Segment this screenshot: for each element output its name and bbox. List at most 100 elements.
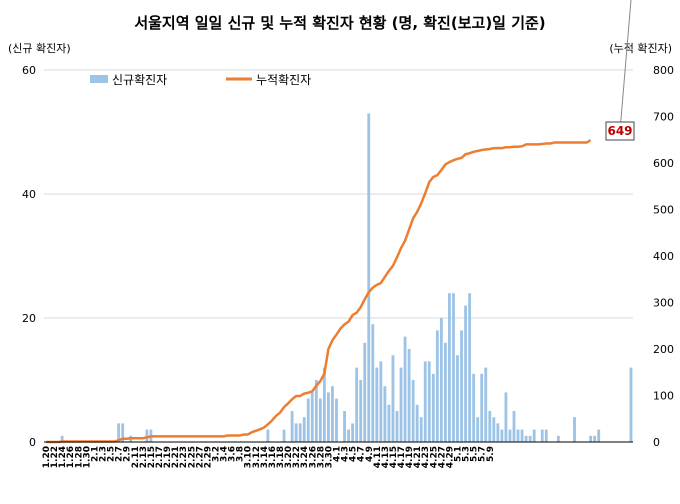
bar <box>121 423 125 442</box>
callout-leader-line <box>619 0 632 132</box>
bar <box>456 355 459 442</box>
x-tick-label: 5.5 <box>470 446 480 462</box>
y-left-tick-label: 20 <box>22 312 36 325</box>
y-axis-right-label: (누적 확진자) <box>609 42 672 55</box>
bar <box>395 411 399 442</box>
y-axis-left-label: (신규 확진자) <box>8 42 71 55</box>
bar <box>573 417 576 442</box>
bar <box>375 367 379 442</box>
x-tick-label: 3.26 <box>308 446 318 468</box>
bar <box>355 367 359 442</box>
bar <box>415 404 419 442</box>
x-tick-label: 4.23 <box>421 446 431 468</box>
bar-series <box>60 113 633 443</box>
bar <box>476 417 480 442</box>
bar <box>524 435 528 442</box>
y-right-tick-label: 0 <box>653 436 660 449</box>
bar <box>431 373 435 442</box>
cumulative-line <box>46 139 592 444</box>
bar <box>500 429 504 442</box>
bar <box>411 380 415 442</box>
x-tick-label: 4.29 <box>445 446 455 468</box>
x-tick-label: 4.25 <box>429 446 439 468</box>
x-tick-label: 1.22 <box>50 446 60 468</box>
x-tick-label: 4.3 <box>341 446 351 462</box>
x-tick-label: 2.11 <box>131 446 141 468</box>
x-tick-label: 5.9 <box>486 446 496 462</box>
bar <box>464 305 467 442</box>
x-tick-label: 2.7 <box>115 446 125 462</box>
bar <box>589 435 593 442</box>
legend: 신규확진자 누적확진자 <box>90 73 311 87</box>
x-tick-label: 2.29 <box>203 446 213 468</box>
x-tick-label: 2.23 <box>179 446 189 468</box>
callout-value-label: 649 <box>607 124 632 138</box>
end-value-callout: 649 <box>605 0 635 141</box>
chart-title: 서울지역 일일 신규 및 누적 확진자 현황 (명, 확진(보고)일 기준) <box>134 14 545 32</box>
legend-label-new-cases: 신규확진자 <box>112 73 167 87</box>
bar <box>351 423 355 442</box>
bar <box>544 429 548 442</box>
x-tick-label: 3.4 <box>220 446 230 462</box>
bar <box>306 398 310 442</box>
legend-swatch-new-cases <box>90 75 108 83</box>
bar <box>371 324 375 442</box>
x-axis-ticks: 1.201.221.241.261.281.302.12.32.52.72.92… <box>42 446 496 468</box>
x-tick-label: 2.5 <box>107 446 117 462</box>
x-tick-label: 5.7 <box>478 446 488 462</box>
x-tick-label: 3.12 <box>252 446 262 468</box>
bar <box>387 404 391 442</box>
x-tick-label: 1.28 <box>74 446 84 468</box>
bar <box>472 373 476 442</box>
bar <box>343 411 346 442</box>
x-tick-label: 4.7 <box>357 446 367 462</box>
callout-box <box>605 121 635 141</box>
x-tick-label: 2.17 <box>155 446 165 468</box>
bar <box>331 386 334 442</box>
x-tick-label: 2.27 <box>195 446 205 468</box>
bar <box>347 429 350 442</box>
x-tick-label: 3.24 <box>300 446 310 468</box>
bar <box>407 349 411 442</box>
bar <box>492 417 496 442</box>
bar <box>443 342 447 442</box>
bar <box>593 435 597 442</box>
bar <box>383 386 387 442</box>
y-right-tick-label: 700 <box>653 111 674 124</box>
bar <box>504 392 508 442</box>
x-tick-label: 3.28 <box>316 446 326 468</box>
bar <box>556 435 560 442</box>
bar <box>480 373 484 442</box>
x-tick-label: 2.1 <box>90 446 100 462</box>
y-right-tick-label: 600 <box>653 157 674 170</box>
x-tick-label: 4.27 <box>437 446 447 468</box>
y-right-tick-label: 800 <box>653 64 674 77</box>
x-tick-label: 2.3 <box>98 446 108 462</box>
x-tick-label: 3.6 <box>228 446 238 462</box>
bar <box>310 392 314 442</box>
x-tick-label: 3.16 <box>268 446 278 468</box>
x-tick-label: 4.11 <box>373 446 383 468</box>
bar <box>597 429 601 442</box>
bar <box>359 380 363 442</box>
bar <box>532 429 536 442</box>
bar <box>327 392 330 442</box>
bar <box>448 293 451 442</box>
bar <box>145 429 149 442</box>
x-tick-label: 4.21 <box>413 446 423 468</box>
bar <box>399 367 403 442</box>
gridlines <box>44 69 633 443</box>
y-right-tick-label: 100 <box>653 390 674 403</box>
x-tick-label: 3.2 <box>211 446 221 462</box>
bar <box>322 367 326 442</box>
bar <box>512 411 516 442</box>
x-tick-label: 1.24 <box>58 446 68 468</box>
x-tick-label: 5.3 <box>462 446 472 462</box>
x-tick-label: 4.13 <box>381 446 391 468</box>
x-tick-label: 2.19 <box>163 446 173 468</box>
bar <box>488 411 492 442</box>
line-series <box>46 139 592 444</box>
bar <box>298 423 302 442</box>
